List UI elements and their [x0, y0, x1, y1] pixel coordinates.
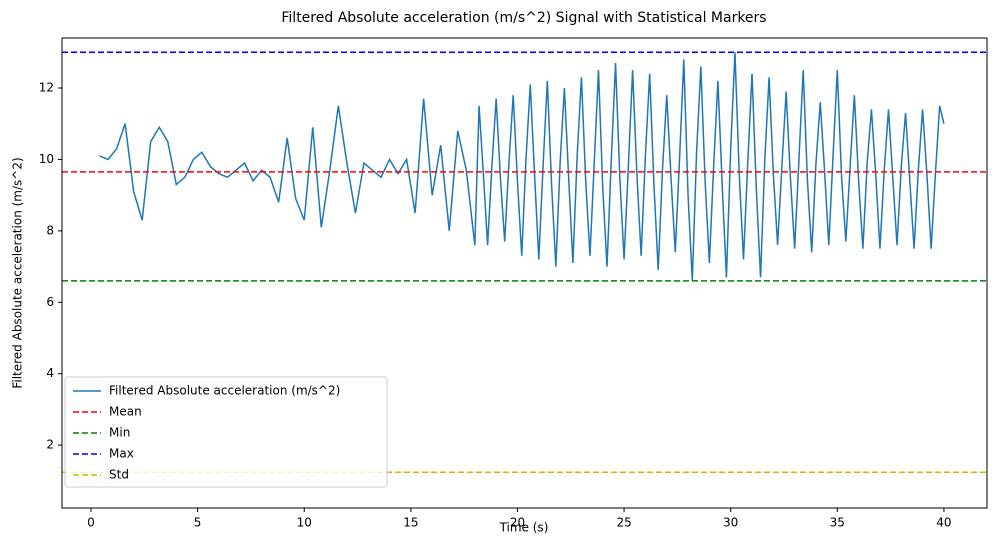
chart-title: Filtered Absolute acceleration (m/s^2) S… — [281, 10, 766, 26]
y-tick-label: 10 — [39, 152, 54, 166]
legend-label: Min — [109, 426, 130, 440]
x-tick-label: 15 — [403, 516, 418, 530]
plot-frame — [61, 37, 988, 509]
x-tick-label: 30 — [723, 516, 738, 530]
x-tick-label: 5 — [194, 516, 202, 530]
y-tick-label: 2 — [46, 438, 54, 452]
x-tick-label: 25 — [616, 516, 631, 530]
x-tick-label: 40 — [936, 516, 951, 530]
legend-label: Filtered Absolute acceleration (m/s^2) — [109, 384, 340, 398]
y-tick-label: 6 — [46, 295, 54, 309]
y-tick-label: 4 — [46, 366, 54, 380]
legend-label: Std — [109, 468, 129, 482]
legend-label: Mean — [109, 405, 142, 419]
x-axis-label: Time (s) — [499, 521, 549, 535]
legend-box — [64, 376, 388, 488]
x-tick-label: 35 — [830, 516, 845, 530]
y-tick-label: 8 — [46, 223, 54, 237]
x-tick-label: 0 — [87, 516, 95, 530]
y-tick-label: 12 — [39, 81, 54, 95]
x-tick-label: 20 — [510, 516, 525, 530]
legend-label: Max — [109, 447, 134, 461]
y-axis-label: Filtered Absolute acceleration (m/s^2) — [11, 157, 25, 388]
data-line — [99, 52, 945, 281]
x-tick-label: 10 — [297, 516, 312, 530]
